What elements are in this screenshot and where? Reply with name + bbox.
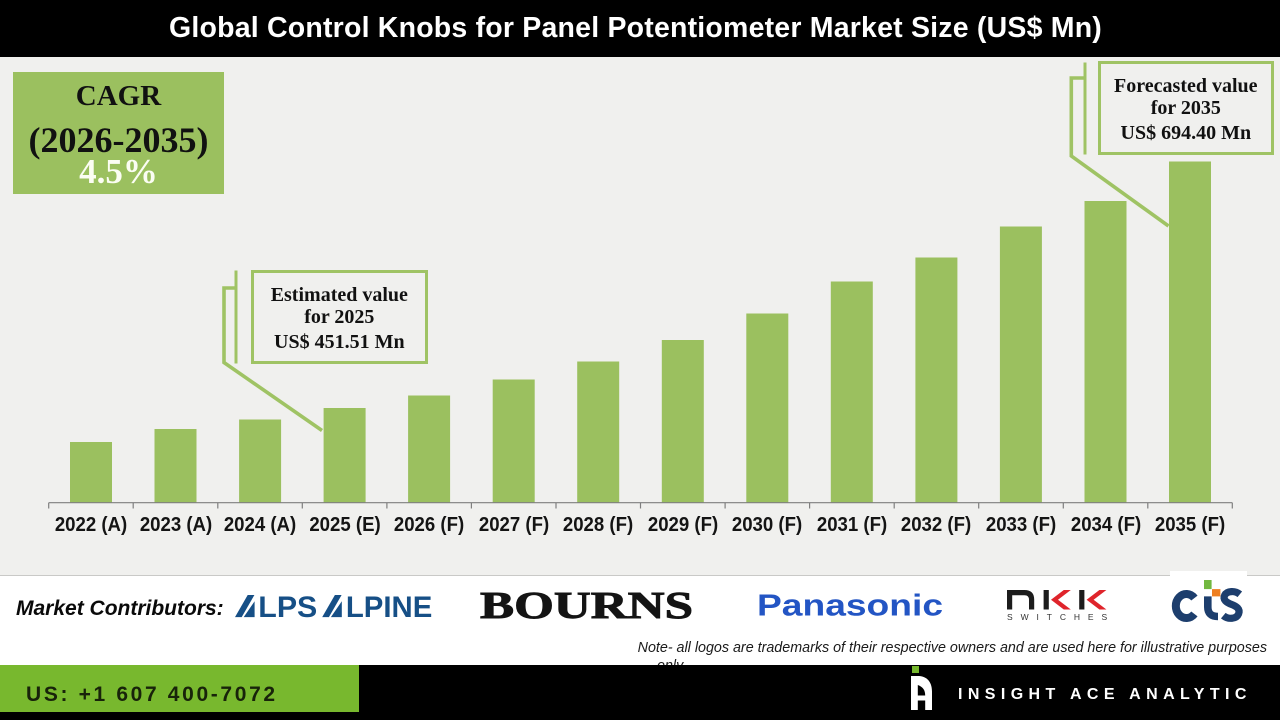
svg-text:LPINE: LPINE <box>346 595 432 618</box>
svg-text:BOURNS: BOURNS <box>480 590 693 621</box>
svg-text:SWITCHES: SWITCHES <box>1007 612 1109 622</box>
svg-text:Panasonic: Panasonic <box>757 589 943 622</box>
svg-text:LPS: LPS <box>258 595 317 618</box>
